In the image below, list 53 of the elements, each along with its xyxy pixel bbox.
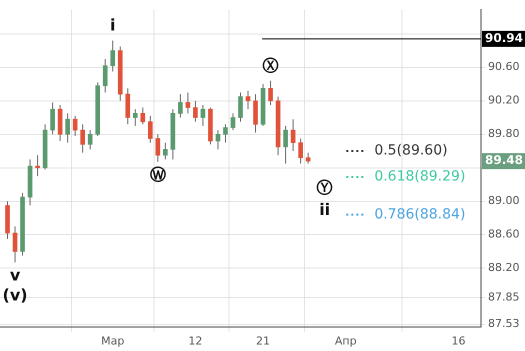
ref-line-label: 0.618(89.29)	[374, 168, 466, 185]
candlestick	[200, 104, 206, 126]
y-tick-label: 90.20	[488, 94, 520, 107]
candlestick	[102, 58, 108, 93]
x-tick-label: 16	[451, 334, 466, 348]
candlestick	[178, 94, 183, 118]
candlestick	[148, 115, 153, 144]
annotation: Ⓦ	[150, 165, 166, 184]
candlestick	[80, 124, 85, 154]
candlestick	[216, 130, 220, 150]
candlestick	[223, 124, 228, 144]
text: 89.48	[485, 153, 523, 168]
candlestick	[140, 107, 146, 125]
y-tick-label: 87.85	[488, 290, 520, 304]
y-tick-label: 89.00	[488, 194, 520, 208]
candlestick	[230, 112, 236, 131]
candlestick	[193, 100, 198, 122]
ref-line-label: 0.786(88.84)	[374, 206, 466, 222]
candlestick	[132, 108, 138, 126]
ref-line-label: 0.5(89.60)	[374, 142, 448, 159]
candlestick	[306, 152, 310, 164]
candlestick	[268, 80, 273, 106]
candlestick	[65, 112, 70, 144]
candlestick	[12, 226, 18, 263]
candlestick	[88, 130, 93, 150]
candlestick	[110, 40, 116, 72]
x-tick-label: 21	[256, 334, 270, 348]
candlestick	[186, 92, 190, 114]
candlestick	[35, 154, 40, 177]
annotation: ii	[319, 200, 330, 220]
candlestick	[246, 90, 250, 110]
annotation: v	[10, 266, 21, 285]
annotation: i	[110, 16, 116, 35]
candlestick	[50, 102, 55, 135]
y-tick-label: 89.80	[488, 127, 520, 140]
candlestick	[163, 142, 168, 160]
annotation: Ⓧ	[262, 56, 279, 75]
candlestick	[72, 115, 78, 136]
candlestick	[283, 125, 288, 164]
y-tick-label: 88.20	[488, 261, 520, 274]
y-tick-label: 90.60	[488, 60, 520, 74]
annotation: (v)	[2, 286, 28, 305]
candlestick	[156, 134, 160, 162]
candlestick	[238, 92, 243, 122]
annotation: Ⓨ	[316, 178, 333, 197]
y-tick-label: 88.60	[488, 228, 520, 241]
y-tick-label: 87.53	[488, 317, 520, 330]
candlestick	[290, 118, 296, 152]
x-tick-label: 12	[188, 334, 202, 348]
x-tick-label: Апр	[334, 334, 357, 348]
candlestick	[298, 138, 303, 164]
x-tick-label: Мар	[101, 334, 124, 348]
ref-line-label: 90.94	[485, 31, 523, 46]
